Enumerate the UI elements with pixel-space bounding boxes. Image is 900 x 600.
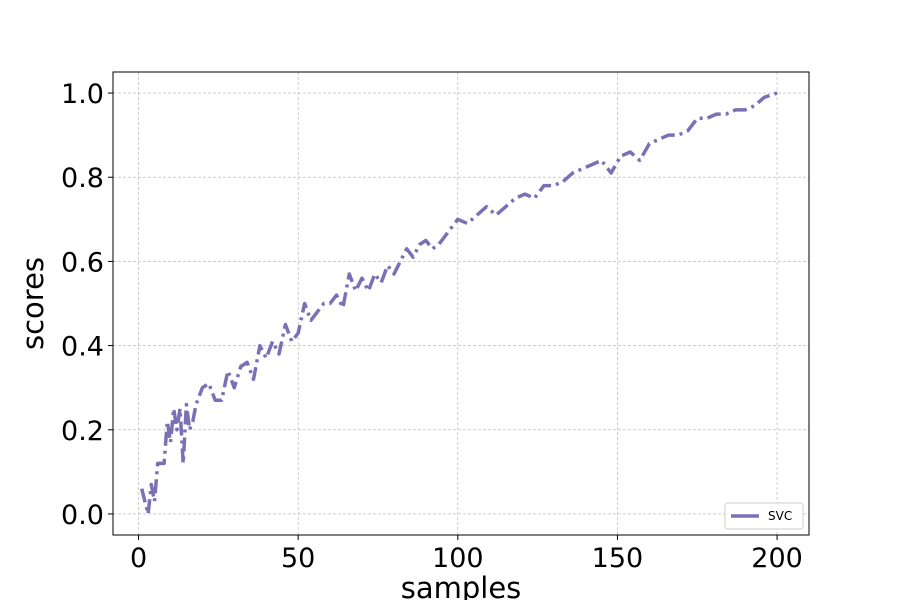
series-layer <box>140 91 778 516</box>
legend: SVC <box>724 502 804 530</box>
plot-frame <box>112 71 810 536</box>
series-line <box>140 91 778 516</box>
x-tick-label: 150 <box>592 543 644 574</box>
y-tick-label: 0.6 <box>61 247 104 278</box>
axis-ticks: 0 50 100 150 200 0.0 0.2 0.4 0.6 0.8 1.0 <box>61 79 803 574</box>
y-tick-label: 1.0 <box>61 79 104 110</box>
x-tick-label: 200 <box>751 543 803 574</box>
x-tick-label: 50 <box>281 543 315 574</box>
y-tick-label: 0.8 <box>61 163 104 194</box>
legend-box <box>724 502 804 530</box>
x-tick-label: 100 <box>432 543 484 574</box>
y-tick-label: 0.2 <box>61 416 104 447</box>
x-axis-label: samples <box>401 571 522 600</box>
x-tick-label: 0 <box>130 543 147 574</box>
y-tick-label: 0.0 <box>61 500 104 531</box>
grid <box>113 72 809 535</box>
y-tick-label: 0.4 <box>61 332 104 363</box>
legend-label: SVC <box>768 509 792 523</box>
y-axis-label: scores <box>16 257 50 350</box>
